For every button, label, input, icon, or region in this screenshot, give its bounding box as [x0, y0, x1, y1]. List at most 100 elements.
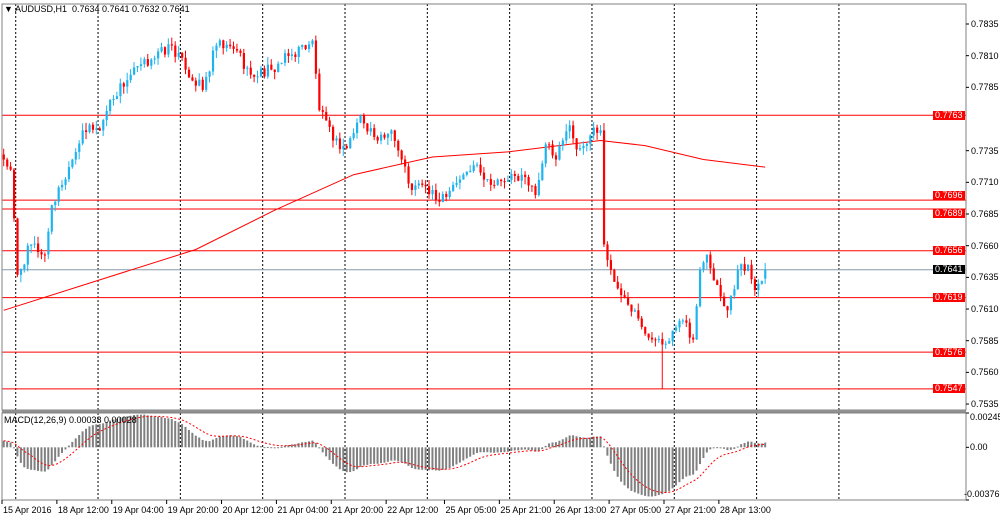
- candle-body: [160, 47, 163, 52]
- macd-histogram-bar: [280, 446, 283, 448]
- macd-histogram-bar: [187, 429, 190, 448]
- candle-body: [95, 128, 98, 130]
- candle-body: [698, 269, 702, 307]
- macd-histogram-bar: [671, 447, 674, 489]
- macd-histogram-bar: [380, 447, 382, 464]
- macd-histogram-bar: [37, 447, 39, 471]
- candle-body: [307, 44, 311, 49]
- candle-body: [479, 164, 482, 173]
- candle-body: [431, 189, 434, 195]
- macd-histogram-bar: [719, 447, 722, 449]
- macd-histogram-bar: [548, 443, 551, 448]
- macd-histogram-bar: [67, 445, 70, 448]
- candle-body: [404, 159, 407, 167]
- macd-histogram-bar: [647, 447, 650, 497]
- macd-histogram-bar: [105, 422, 108, 448]
- triangle-down-icon[interactable]: ▼: [4, 4, 13, 14]
- candle-body: [626, 297, 630, 305]
- candle-body: [246, 67, 249, 69]
- candle-body: [637, 310, 640, 319]
- candle-body: [647, 333, 650, 338]
- candle-body: [551, 144, 554, 156]
- candle-body: [623, 295, 626, 298]
- candle-body: [187, 69, 191, 78]
- macd-histogram-bar: [716, 447, 719, 449]
- candle-body: [458, 179, 462, 183]
- candle-body: [613, 269, 616, 282]
- candle-body: [397, 140, 400, 151]
- candle-body: [328, 120, 331, 127]
- macd-panel-border: [1, 412, 967, 501]
- candle-body: [321, 110, 324, 112]
- candle-body: [685, 320, 688, 323]
- candle-body: [290, 54, 294, 56]
- macd-histogram-bar: [500, 447, 503, 453]
- candle-body: [757, 283, 760, 291]
- macd-histogram-bar: [428, 447, 431, 471]
- macd-histogram-bar: [537, 447, 540, 452]
- macd-histogram-bar: [112, 419, 115, 448]
- macd-histogram-bar: [170, 419, 173, 448]
- candle-body: [537, 179, 540, 196]
- macd-histogram-bar: [297, 443, 300, 448]
- candle-body: [112, 98, 115, 101]
- candle-body: [661, 338, 664, 345]
- macd-histogram-bar: [366, 447, 369, 465]
- macd-histogram-bar: [307, 441, 310, 448]
- price-level-label: 0.7576: [933, 346, 965, 357]
- macd-histogram-bar: [136, 414, 139, 448]
- macd-histogram-bar: [349, 447, 352, 472]
- macd-histogram-bar: [235, 436, 238, 448]
- candle-body: [181, 52, 184, 58]
- candle-body: [530, 185, 534, 187]
- macd-histogram-bar: [630, 447, 633, 491]
- candle-body: [753, 279, 757, 291]
- macd-histogram-bar: [534, 447, 537, 452]
- time-tick-label: 25 Apr 05:00: [445, 505, 497, 515]
- candle-body: [558, 145, 561, 160]
- macd-histogram-bar: [328, 447, 331, 460]
- candle-body: [177, 52, 180, 57]
- macd-histogram-bar: [294, 444, 297, 448]
- macd-histogram-bar: [723, 447, 725, 449]
- macd-histogram-bar: [489, 447, 492, 453]
- candle-body: [729, 295, 733, 311]
- macd-histogram-bar: [685, 447, 688, 477]
- macd-histogram-bar: [256, 445, 259, 448]
- candle-body: [506, 179, 510, 182]
- macd-histogram-bar: [414, 447, 417, 470]
- candle-body: [6, 159, 9, 167]
- candle-body: [338, 138, 342, 150]
- macd-histogram-bar: [530, 447, 533, 451]
- macd-histogram-bar: [527, 447, 530, 451]
- chart-title: ▼ AUDUSD,H1 0.7634 0.7641 0.7632 0.7641: [4, 4, 190, 14]
- candle-body: [54, 201, 57, 206]
- candle-body: [644, 327, 647, 334]
- macd-histogram-bar: [644, 447, 647, 496]
- moving-average-line: [3, 139, 766, 311]
- macd-histogram-bar: [26, 447, 29, 469]
- macd-histogram-bar: [383, 447, 386, 463]
- macd-histogram-bar: [482, 447, 485, 453]
- candle-body: [400, 150, 403, 160]
- horizontal-levels[interactable]: [2, 114, 966, 390]
- macd-histogram-bar: [554, 442, 557, 448]
- macd-histogram-bar: [743, 442, 746, 448]
- candle-body: [297, 46, 300, 57]
- candle-body: [119, 83, 122, 97]
- macd-histogram-bar: [129, 415, 132, 448]
- candles: [2, 35, 767, 389]
- candle-body: [500, 179, 503, 182]
- macd-histogram-bar: [259, 446, 262, 448]
- ohlc-label: 0.7634 0.7641 0.7632 0.7641: [71, 4, 190, 14]
- macd-histogram-bar: [650, 447, 653, 497]
- candle-body: [750, 264, 753, 280]
- macd-histogram-bar: [126, 416, 129, 448]
- macd-histogram-bar: [472, 447, 475, 455]
- macd-histogram-bar: [445, 447, 448, 470]
- candle-body: [133, 67, 136, 75]
- candle-body: [366, 123, 369, 132]
- macd-histogram-bar: [698, 447, 701, 465]
- candle-body: [287, 53, 290, 56]
